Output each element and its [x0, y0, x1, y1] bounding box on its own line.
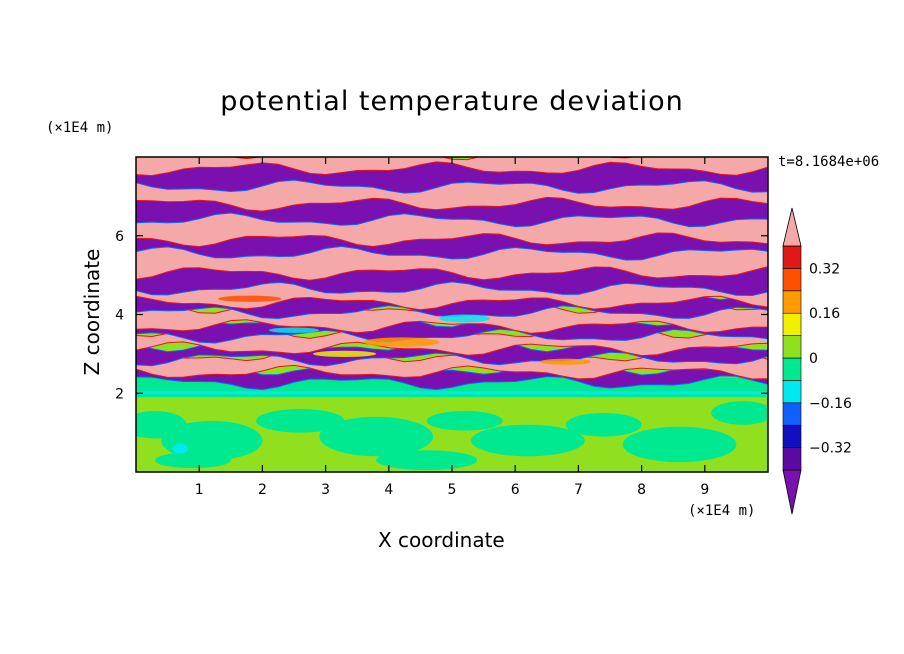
x-tick-label-4: 4	[384, 482, 393, 498]
colorbar-segment	[782, 290, 802, 314]
field-highlight	[540, 358, 592, 365]
field-band	[136, 157, 768, 177]
field-blob	[256, 409, 345, 433]
field-blob	[622, 426, 737, 463]
colorbar-segment	[782, 335, 802, 359]
colorbar-segment	[782, 245, 802, 269]
x-tick-label-1: 1	[195, 482, 204, 498]
time-label: t=8.1684e+06	[778, 154, 880, 170]
contour-field	[136, 157, 768, 472]
field-blob	[426, 410, 503, 431]
y-unit-label: (×1E4 m)	[46, 120, 114, 136]
colorbar-label: 0.32	[809, 261, 840, 277]
field-highlight	[268, 327, 320, 334]
y-tick-label-4: 4	[115, 308, 124, 324]
x-tick-label-5: 5	[448, 482, 457, 498]
colorbar-segment	[782, 424, 802, 448]
colorbar-label: −0.16	[809, 396, 852, 412]
colorbar-extend-bottom	[782, 469, 802, 515]
field-highlight	[218, 295, 282, 302]
chart-title: potential temperature deviation	[220, 86, 684, 117]
field-blob	[565, 412, 642, 437]
x-axis-label: X coordinate	[378, 528, 505, 552]
y-axis: 2 4 6	[115, 229, 768, 402]
x-tick-label-7: 7	[574, 482, 583, 498]
field-blob	[711, 401, 768, 425]
x-unit-label: (×1E4 m)	[688, 503, 756, 519]
field-blob	[172, 443, 189, 454]
colorbar-label: 0	[809, 351, 818, 367]
x-tick-label-8: 8	[637, 482, 646, 498]
field-transition	[136, 391, 768, 395]
colorbar-segment	[782, 380, 802, 404]
x-tick-label-3: 3	[321, 482, 330, 498]
colorbar-segment	[782, 402, 802, 426]
colorbar-extend-top	[782, 207, 802, 247]
colorbar-segment	[782, 312, 802, 336]
field-blob	[470, 424, 585, 457]
field-blob	[319, 416, 434, 457]
x-tick-label-2: 2	[258, 482, 267, 498]
field-highlight	[363, 337, 440, 347]
field-highlight	[312, 350, 377, 358]
colorbar-segment	[782, 268, 802, 292]
field-blob	[376, 450, 478, 471]
y-tick-label-6: 6	[115, 229, 124, 245]
colorbar-segment	[782, 447, 802, 471]
colorbar: 0.32 0.16 0 −0.16 −0.32	[782, 207, 852, 515]
field-highlight	[439, 314, 490, 323]
colorbar-label: −0.32	[809, 441, 852, 457]
x-tick-label-6: 6	[511, 482, 520, 498]
colorbar-segment	[782, 357, 802, 381]
field-blob	[154, 452, 231, 469]
colorbar-label: 0.16	[809, 306, 840, 322]
x-tick-label-9: 9	[700, 482, 709, 498]
x-axis: 1 2 3 4 5 6 7 8 9	[195, 157, 709, 498]
y-tick-label-2: 2	[115, 386, 124, 402]
